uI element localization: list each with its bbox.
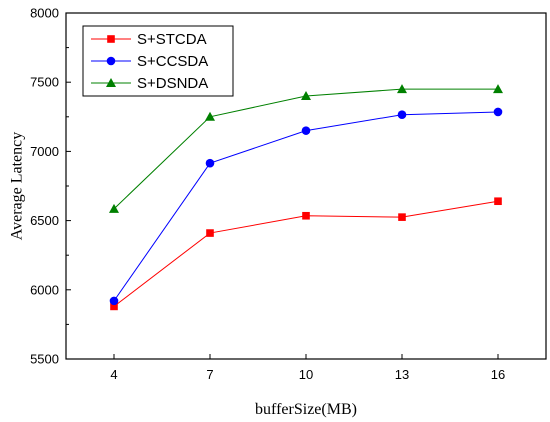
data-point <box>301 91 311 101</box>
legend-label: S+STCDA <box>137 31 207 48</box>
y-tick-label: 6500 <box>30 213 59 228</box>
x-tick-label: 7 <box>206 367 213 382</box>
x-axis-title: bufferSize(MB) <box>255 401 357 418</box>
data-point <box>397 84 407 94</box>
y-tick-label: 5500 <box>30 352 59 367</box>
data-point <box>109 296 119 306</box>
legend-label: S+CCSDA <box>137 53 208 70</box>
legend-marker <box>107 35 115 43</box>
data-point <box>109 203 119 213</box>
data-point <box>397 110 407 120</box>
legend-item: S+DSNDA <box>91 75 208 92</box>
y-axis-ticks: 5500 6000 6500 7000 7500 8000 <box>30 6 71 367</box>
y-tick-label: 7000 <box>30 144 59 159</box>
y-tick-label: 7500 <box>30 75 59 90</box>
series-s-dsnda <box>109 84 503 213</box>
legend-marker <box>106 78 116 87</box>
data-point <box>398 213 406 221</box>
series-s-stcda <box>110 197 502 311</box>
x-axis-ticks: 4 7 10 13 16 <box>110 354 505 382</box>
x-tick-label: 10 <box>299 367 313 382</box>
data-point <box>205 111 215 121</box>
legend-marker <box>106 56 116 66</box>
legend-item: S+STCDA <box>91 31 207 48</box>
legend-label: S+DSNDA <box>137 75 208 92</box>
series-line <box>113 111 499 302</box>
y-tick-label: 8000 <box>30 6 59 21</box>
y-tick-label: 6000 <box>30 282 59 297</box>
x-tick-label: 4 <box>110 367 117 382</box>
data-point <box>493 84 503 94</box>
data-point <box>302 211 310 220</box>
legend: S+STCDA S+CCSDA S+DSNDA <box>82 25 234 97</box>
y-axis-title: Average Latency <box>9 132 26 241</box>
series-layer <box>109 84 503 311</box>
series-line <box>113 88 498 210</box>
x-tick-label: 13 <box>395 367 409 382</box>
data-point <box>206 229 214 237</box>
data-point <box>205 158 215 168</box>
x-tick-label: 16 <box>491 367 505 382</box>
series-s-ccsda <box>109 107 503 306</box>
data-point <box>301 126 311 135</box>
data-point <box>110 302 118 311</box>
legend-item: S+CCSDA <box>91 53 208 70</box>
data-point <box>494 197 502 206</box>
data-point <box>493 107 503 117</box>
